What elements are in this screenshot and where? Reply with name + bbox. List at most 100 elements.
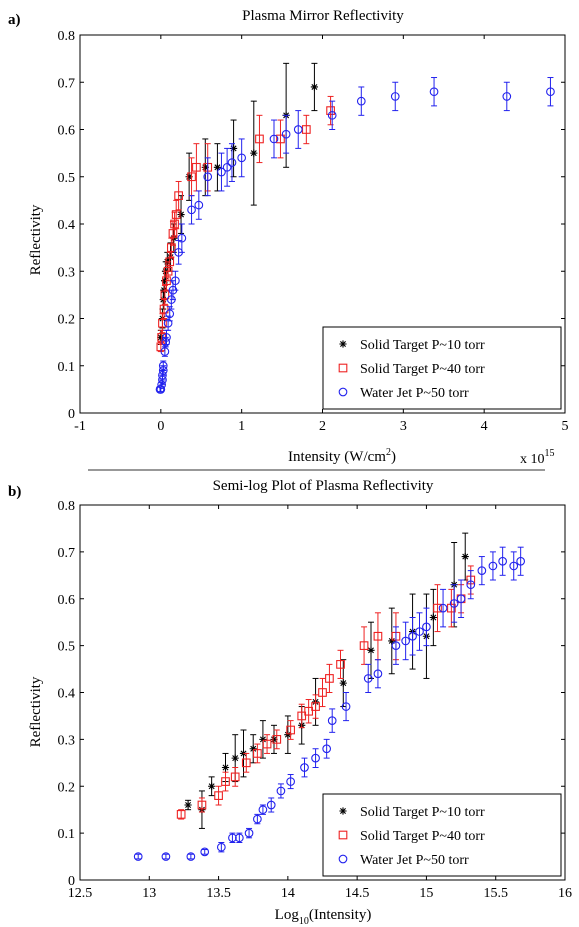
panel-b-point bbox=[216, 842, 226, 852]
panel-b-point bbox=[197, 800, 207, 810]
panel-a-point bbox=[356, 96, 366, 106]
panel-a-point bbox=[269, 134, 279, 144]
panel-a-ytick-label: 0.8 bbox=[58, 29, 76, 44]
panel-b-point bbox=[498, 556, 507, 566]
panel-b-point bbox=[311, 753, 320, 763]
panel-b-point bbox=[373, 631, 383, 641]
panel-a-xlabel: Intensity (W/cm2) bbox=[288, 447, 396, 465]
panel-a-xlabel-text: Intensity (W/cm bbox=[288, 449, 386, 465]
panel-a-point bbox=[165, 309, 175, 319]
panel-b-series-star bbox=[184, 532, 469, 829]
panel-b-point bbox=[276, 786, 286, 796]
panel-b-point bbox=[297, 711, 307, 721]
panel-b-legend-marker bbox=[338, 830, 348, 840]
panel-a-series-square bbox=[156, 95, 335, 353]
panel-b-xtick-label: 14.5 bbox=[345, 886, 370, 901]
panel-b-point bbox=[249, 745, 257, 753]
panel-a-point bbox=[250, 149, 258, 157]
panel-b-point bbox=[322, 744, 332, 754]
panel-a-xtick-label: 3 bbox=[400, 419, 407, 434]
panel-a-point bbox=[174, 191, 183, 201]
panel-a-xtick-label: 4 bbox=[481, 419, 488, 434]
panel-a-xtick-label: 0 bbox=[157, 419, 164, 434]
panel-b-ytick-label: 0.3 bbox=[58, 733, 76, 748]
panel-b-point bbox=[415, 627, 424, 636]
panel-a-ytick-label: 0.3 bbox=[58, 265, 76, 280]
panel-a-point bbox=[227, 158, 237, 167]
panel-b-point bbox=[272, 735, 282, 744]
panel-a-point bbox=[185, 173, 193, 181]
panel-b-legend-label: Solid Target P~10 torr bbox=[360, 805, 485, 820]
panel-a-legend-marker bbox=[339, 340, 347, 348]
panel-b-legend-box bbox=[322, 793, 562, 877]
panel-b-point bbox=[373, 669, 383, 679]
panel-b-point bbox=[186, 852, 196, 861]
panel-b-point bbox=[367, 646, 375, 654]
panel-b-point bbox=[339, 679, 347, 687]
panel-b-xtick-label: 16 bbox=[558, 886, 572, 901]
panel-b-series-circle bbox=[133, 546, 526, 861]
panel-b-point bbox=[461, 552, 469, 561]
panel-b-legend-marker bbox=[338, 854, 348, 864]
panel-b-point bbox=[161, 852, 171, 861]
panel-a-point bbox=[158, 361, 168, 371]
panel-a-point bbox=[159, 304, 169, 314]
panel-a-point bbox=[502, 92, 512, 101]
panel-b-point bbox=[311, 702, 320, 711]
panel-b-point bbox=[304, 706, 313, 716]
panel-a-point bbox=[156, 385, 166, 394]
panel-a-ytick-label: 0.1 bbox=[58, 360, 76, 375]
panel-b-point bbox=[359, 641, 369, 650]
panel-b-point bbox=[259, 735, 267, 743]
panel-b-legend-marker bbox=[339, 807, 347, 815]
panel-b-point bbox=[325, 674, 334, 683]
panel-a-point bbox=[237, 153, 247, 163]
panel-b-ytick-label: 0 bbox=[68, 874, 75, 889]
panel-b-point bbox=[241, 758, 251, 768]
panel-b-point bbox=[516, 556, 526, 566]
panel-b-point bbox=[327, 716, 337, 725]
panel-a-point bbox=[201, 163, 209, 171]
panel-a-series-circle bbox=[155, 77, 555, 394]
panel-a-point bbox=[276, 134, 285, 144]
panel-b-xtick-label: 13 bbox=[142, 886, 156, 901]
panel-a-ytick-label: 0.5 bbox=[58, 171, 76, 186]
panel-a-point bbox=[194, 200, 204, 210]
panel-b-xtick-label: 14 bbox=[281, 886, 295, 901]
panel-b-xtick-label: 15.5 bbox=[483, 886, 508, 901]
panel-b-ytick-label: 0.5 bbox=[58, 640, 76, 655]
panel-a-xlabel-sup: 2 bbox=[386, 447, 391, 458]
panel-b-point bbox=[235, 833, 244, 843]
panel-a-title: Plasma Mirror Reflectivity bbox=[242, 8, 404, 24]
panel-a-legend-label: Solid Target P~40 torr bbox=[360, 362, 485, 377]
panel-b-xtick-label: 15 bbox=[419, 886, 433, 901]
panel-a-xlabel-end: ) bbox=[391, 449, 396, 465]
panel-b-point bbox=[200, 847, 210, 857]
panel-a-xtick-label: -1 bbox=[74, 419, 86, 434]
panel-b-point bbox=[253, 749, 262, 758]
panel-a-point bbox=[187, 205, 196, 215]
panel-b-point bbox=[270, 735, 278, 743]
panel-a-point bbox=[158, 318, 167, 328]
panel-b-xlabel-end: (Intensity) bbox=[309, 907, 371, 923]
panel-b-xtick-label: 13.5 bbox=[206, 886, 231, 901]
panel-b-point bbox=[408, 631, 417, 641]
panel-b-ytick-label: 0.4 bbox=[58, 687, 76, 702]
panel-a-point bbox=[171, 210, 181, 219]
panel-b-point bbox=[429, 613, 437, 622]
panel-b-ytick-label: 0.2 bbox=[58, 780, 76, 795]
panel-a-xtick-label: 5 bbox=[562, 419, 569, 434]
panel-a-label: a) bbox=[8, 12, 21, 28]
panel-b-point bbox=[208, 782, 216, 790]
panel-b-ytick-label: 0.1 bbox=[58, 827, 76, 842]
panel-a-legend: Solid Target P~10 torr Solid Target P~40 … bbox=[322, 326, 562, 410]
panel-a-point bbox=[213, 163, 222, 171]
panel-b-plot: 12.5 13 13.5 14 14.5 15 15.5 16 0 0.1 0.2 0.3 0.4 0.5… bbox=[58, 499, 573, 901]
panel-b-point bbox=[286, 725, 295, 735]
panel-b-point bbox=[284, 731, 292, 739]
panel-a-legend-marker bbox=[338, 387, 348, 397]
panel-a-x-exponent-power: 15 bbox=[545, 448, 555, 459]
panel-a-point bbox=[326, 106, 335, 115]
panel-b-point bbox=[286, 777, 295, 786]
panel-b-legend-label: Solid Target P~40 torr bbox=[360, 829, 485, 844]
